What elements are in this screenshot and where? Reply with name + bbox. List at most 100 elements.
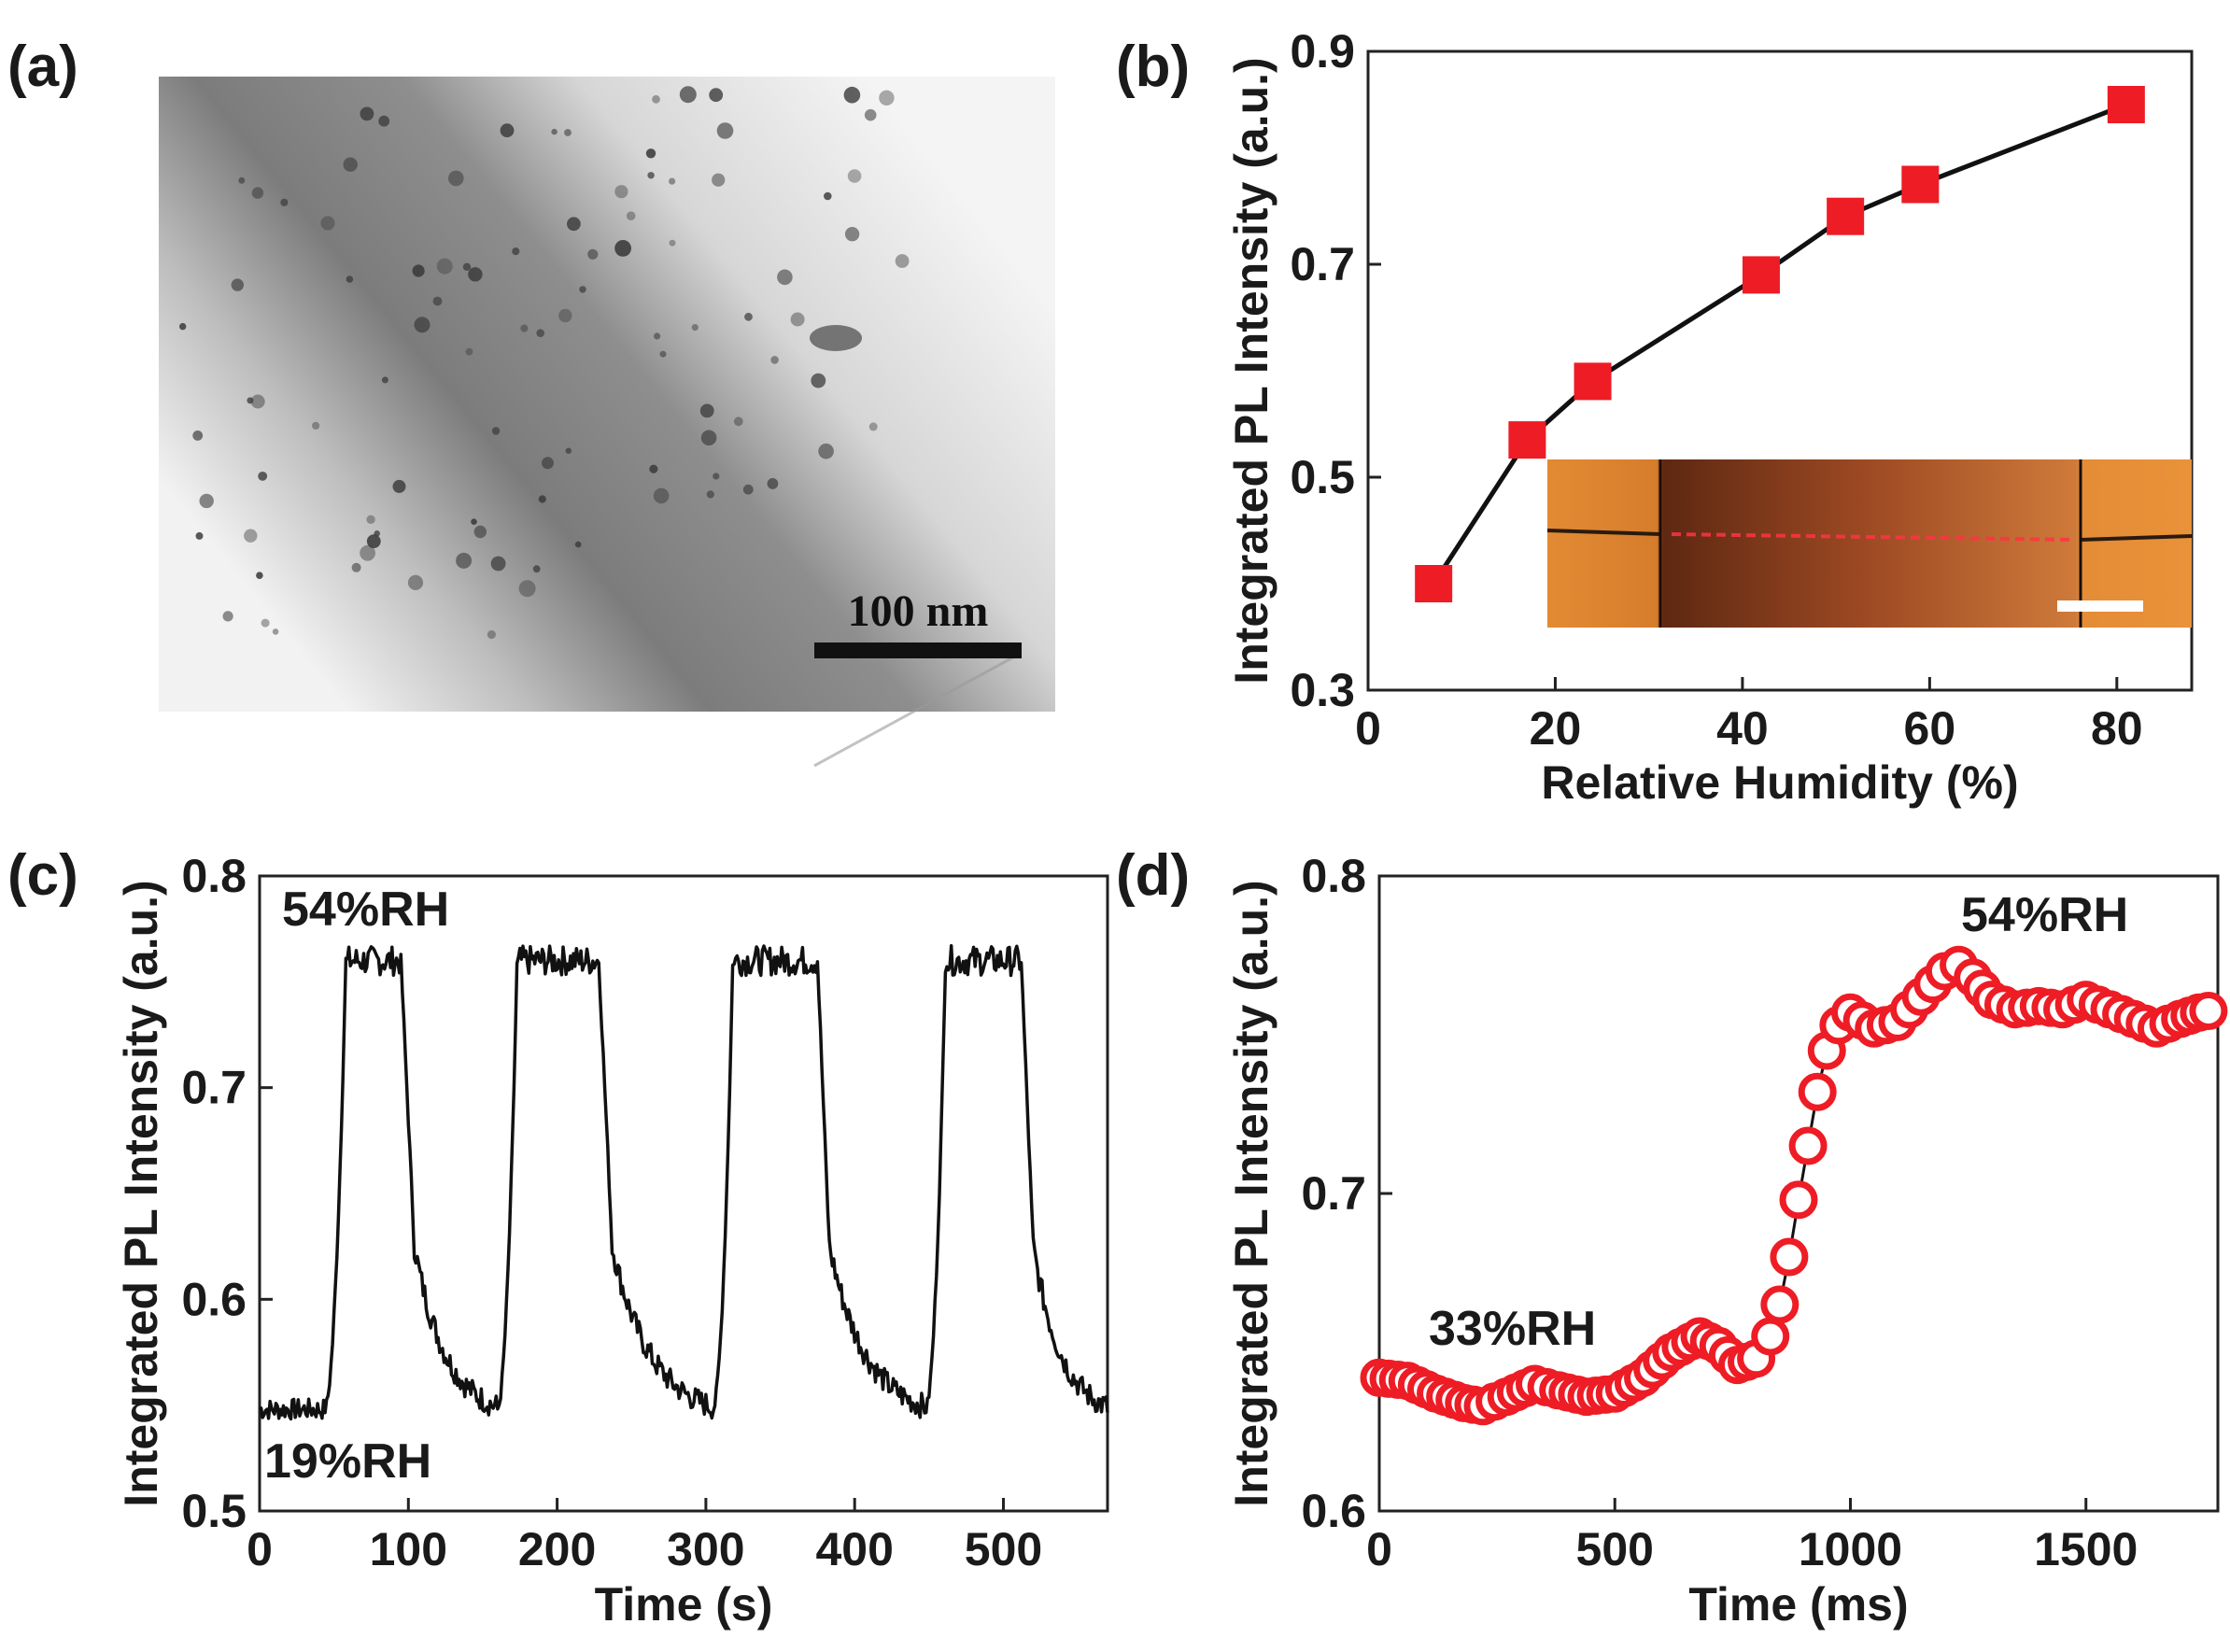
chart-b-xtick-label-1: 20 bbox=[1530, 702, 1582, 755]
nanoparticle-111 bbox=[649, 464, 658, 473]
nanoparticle-33 bbox=[312, 421, 320, 430]
chart-d-point-41 bbox=[1760, 1285, 1800, 1324]
nanoparticle-76 bbox=[346, 275, 354, 283]
chart-c-annotation-high: 54%RH bbox=[282, 882, 449, 937]
chart-b-ytick-label-2: 0.7 bbox=[1290, 238, 1355, 290]
nanoparticle-90 bbox=[709, 88, 724, 103]
nanoparticle-1 bbox=[261, 618, 270, 628]
nanoparticle-99 bbox=[790, 312, 805, 327]
nanoparticle-75 bbox=[824, 191, 832, 201]
chart-c-xtick-label-2: 200 bbox=[518, 1523, 596, 1575]
nanoparticle-110 bbox=[195, 531, 204, 540]
nanoparticle-18 bbox=[432, 296, 443, 306]
chart-b-xtick-label-2: 40 bbox=[1716, 702, 1769, 755]
chart-d-annotation-high: 54%RH bbox=[1961, 888, 2128, 942]
nanoparticle-39 bbox=[626, 211, 636, 220]
nanoparticle-55 bbox=[538, 495, 546, 503]
chart-b-point-5 bbox=[1901, 165, 1940, 204]
chart-d-point-42 bbox=[1770, 1237, 1809, 1277]
nanoparticle-79 bbox=[231, 278, 244, 291]
inset-fiber-right bbox=[2080, 534, 2193, 542]
nanoparticle-100 bbox=[471, 518, 477, 525]
nanoparticle-83 bbox=[366, 515, 375, 524]
nanoparticle-36 bbox=[564, 129, 572, 136]
nanoparticle-37 bbox=[491, 427, 501, 435]
nanoparticle-85 bbox=[351, 562, 361, 572]
nanoparticles bbox=[179, 86, 910, 640]
nanoparticle-40 bbox=[465, 347, 473, 356]
chart-b-xtick-label-4: 80 bbox=[2091, 702, 2143, 755]
nanoparticle-61 bbox=[843, 86, 861, 104]
nanoparticle-11 bbox=[879, 90, 895, 106]
inset-scale-bar bbox=[2057, 600, 2143, 612]
nanoparticle-4 bbox=[412, 264, 425, 277]
chart-c-ytick-label-3: 0.8 bbox=[181, 850, 247, 902]
nanoparticle-112 bbox=[818, 443, 834, 459]
nanoparticle-35 bbox=[579, 286, 586, 293]
chart-c-annotation-low: 19%RH bbox=[264, 1434, 431, 1489]
nanoparticle-68 bbox=[192, 431, 204, 441]
scale-bar bbox=[814, 642, 1022, 658]
nanoparticle-115 bbox=[392, 479, 406, 493]
nanoparticle-21 bbox=[532, 565, 541, 573]
nanoparticle-22 bbox=[847, 169, 862, 183]
chart-d-xtick-label-0: 0 bbox=[1366, 1523, 1392, 1575]
chart-d-point-43 bbox=[1779, 1180, 1818, 1220]
particle-cluster bbox=[810, 325, 862, 351]
nanoparticle-49 bbox=[567, 217, 581, 232]
chart-b-xlabel: Relative Humidity (%) bbox=[1541, 756, 2018, 809]
chart-b: 0 20 40 60 80 0.3 0.5 0.7 0.9 Relative Humidity … bbox=[1225, 25, 2194, 809]
chart-b-series bbox=[1415, 86, 2145, 602]
chart-c-xtick-label-0: 0 bbox=[247, 1523, 273, 1575]
nanoparticle-48 bbox=[518, 580, 536, 598]
nanoparticle-106 bbox=[864, 108, 877, 121]
chart-c-frame bbox=[258, 874, 1109, 1513]
nanoparticle-9 bbox=[542, 457, 554, 470]
nanoparticle-46 bbox=[777, 269, 793, 286]
nanoparticle-10 bbox=[462, 262, 472, 271]
nanoparticle-8 bbox=[456, 552, 473, 569]
nanoparticle-15 bbox=[343, 157, 358, 172]
chart-b-point-4 bbox=[1827, 197, 1865, 235]
nanoparticle-96 bbox=[487, 629, 497, 640]
chart-b-point-0 bbox=[1415, 565, 1453, 602]
chart-b-xtick-label-0: 0 bbox=[1355, 702, 1381, 755]
nanoparticle-14 bbox=[713, 473, 720, 480]
nanoparticle-30 bbox=[699, 403, 714, 418]
nanowire-edge bbox=[813, 652, 1021, 768]
nanoparticle-19 bbox=[811, 373, 826, 388]
nanoparticle-66 bbox=[520, 324, 529, 332]
panel-label-b: (b) bbox=[1116, 35, 1190, 99]
nanoparticle-64 bbox=[614, 240, 631, 257]
chart-b-xtick-label-3: 60 bbox=[1904, 702, 1956, 755]
chart-c-series-line bbox=[258, 944, 1109, 1421]
chart-d-series bbox=[1360, 945, 2228, 1426]
chart-c-ytick-label-1: 0.6 bbox=[181, 1273, 247, 1325]
nanoparticle-62 bbox=[587, 248, 599, 260]
chart-d-ylabel: Integrated PL Intensity (a.u.) bbox=[1225, 880, 1277, 1506]
chart-c-ticks: 0 100 200 300 400 500 0.5 0.6 0.7 0.8 bbox=[181, 850, 1042, 1575]
nanoparticle-27 bbox=[654, 332, 661, 340]
nanoparticle-3 bbox=[244, 529, 258, 543]
nanoparticle-72 bbox=[679, 86, 697, 104]
nanoparticle-63 bbox=[844, 227, 860, 242]
panel-label-d: (d) bbox=[1116, 843, 1190, 908]
chart-b-point-3 bbox=[1742, 256, 1780, 294]
tem-image bbox=[159, 77, 1055, 712]
nanoparticle-117 bbox=[653, 487, 670, 504]
chart-d: 0 500 1000 1500 0.6 0.7 0.8 33%RH 54%RH Time (… bbox=[1225, 850, 2228, 1631]
chart-b-ylabel: Integrated PL Intensity (a.u.) bbox=[1225, 57, 1277, 684]
chart-b-ytick-label-3: 0.9 bbox=[1290, 25, 1355, 78]
nanoparticle-12 bbox=[414, 317, 430, 333]
chart-d-point-79 bbox=[2189, 992, 2228, 1030]
chart-c-series bbox=[258, 944, 1109, 1421]
chart-b-frame bbox=[1366, 49, 2194, 692]
nanoparticle-69 bbox=[247, 397, 254, 404]
chart-b-point-2 bbox=[1574, 362, 1612, 401]
nanoparticle-98 bbox=[222, 611, 233, 622]
chart-d-xtick-label-1: 500 bbox=[1576, 1523, 1654, 1575]
nanoparticle-60 bbox=[744, 312, 753, 321]
nanoparticle-101 bbox=[645, 148, 656, 159]
nanoparticle-53 bbox=[574, 541, 582, 548]
nanoparticle-58 bbox=[565, 447, 572, 454]
